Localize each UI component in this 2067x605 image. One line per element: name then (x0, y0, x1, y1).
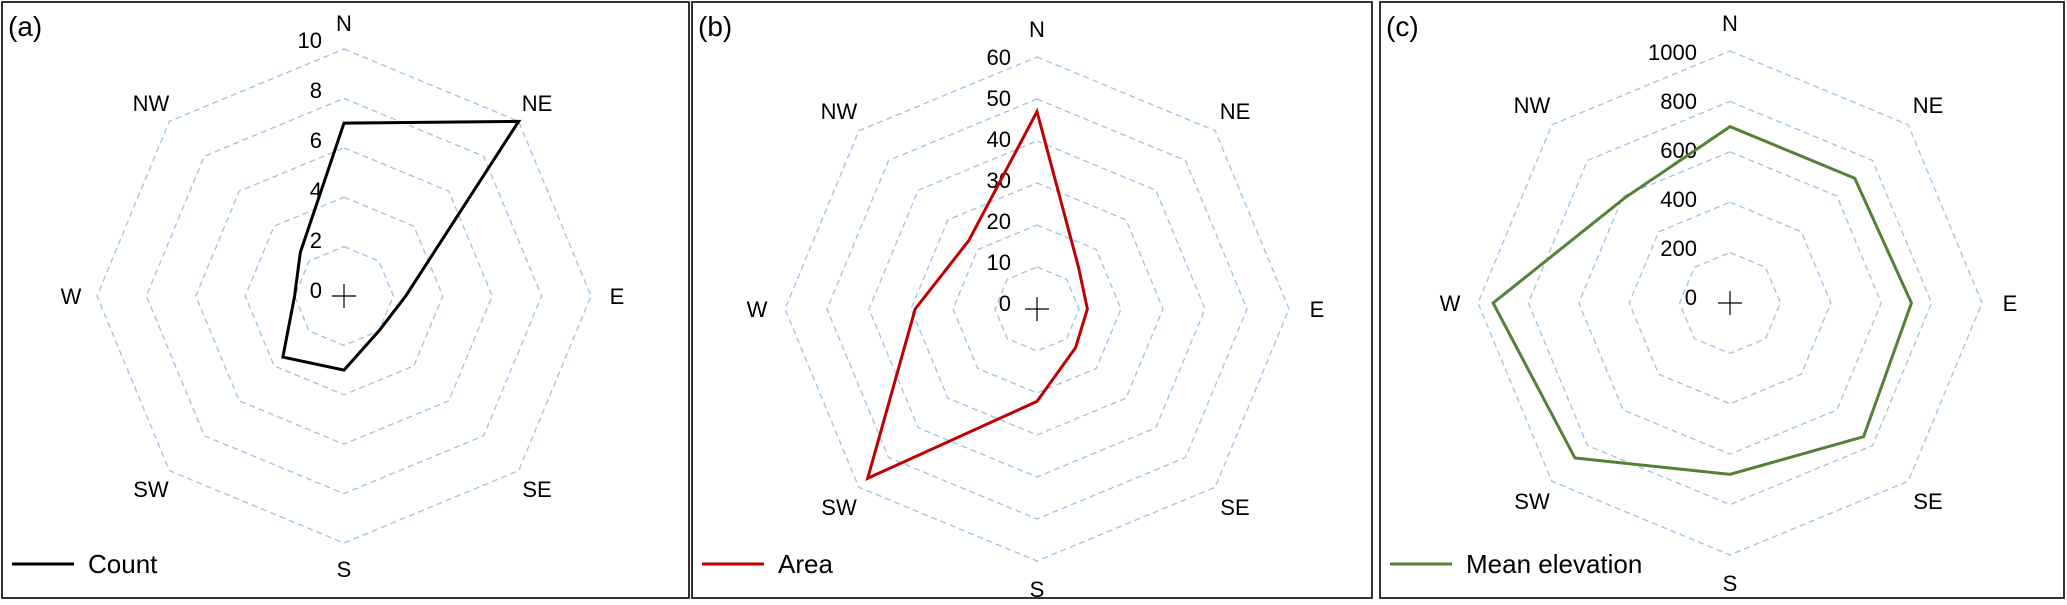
tick-label: 40 (987, 127, 1011, 152)
category-label: N (1722, 11, 1738, 36)
category-label: SW (133, 477, 169, 502)
tick-label: 30 (987, 168, 1011, 193)
category-label: S (337, 557, 352, 582)
tick-label: 1000 (1648, 40, 1697, 65)
tick-label: 200 (1660, 236, 1697, 261)
series-line (1493, 127, 1911, 475)
legend-label: Mean elevation (1466, 549, 1642, 579)
tick-label: 800 (1660, 89, 1697, 114)
panel-frame (2, 2, 689, 598)
category-label: E (2003, 291, 2018, 316)
legend-label: Count (88, 549, 158, 579)
category-label: NW (821, 99, 858, 124)
panel-label: (c) (1386, 11, 1419, 42)
panel-label: (a) (8, 11, 42, 42)
category-label: W (61, 284, 82, 309)
category-label: NE (522, 91, 553, 116)
panel-label: (b) (698, 11, 732, 42)
category-label: N (1029, 17, 1045, 42)
tick-label: 10 (298, 28, 322, 53)
radar-panel-c: (c) N NE E SE S SW W NW 0 200 400 600 800 1000 Mean ele… (1380, 2, 2064, 598)
tick-label: 60 (987, 45, 1011, 70)
category-label: SW (821, 495, 857, 520)
category-label: NE (1913, 93, 1944, 118)
category-label: SW (1514, 489, 1550, 514)
category-label: S (1030, 577, 1045, 600)
tick-label: 50 (987, 86, 1011, 111)
tick-label: 400 (1660, 187, 1697, 212)
panel-frame (1380, 2, 2064, 598)
category-label: N (336, 11, 352, 36)
category-label: NE (1220, 99, 1251, 124)
legend-label: Area (778, 549, 833, 579)
category-label: NW (133, 91, 170, 116)
tick-label: 10 (987, 250, 1011, 275)
tick-label: 600 (1660, 138, 1697, 163)
tick-label: 8 (310, 78, 322, 103)
category-label: NW (1514, 93, 1551, 118)
category-label: E (1310, 297, 1325, 322)
category-label: W (747, 297, 768, 322)
category-label: S (1723, 571, 1738, 596)
tick-label: 20 (987, 209, 1011, 234)
category-label: E (610, 284, 625, 309)
tick-label: 0 (999, 291, 1011, 316)
panel-frame (692, 2, 1372, 598)
series-line (868, 112, 1088, 479)
radar-panel-b: (b) N NE E SE S SW W NW 0 10 20 30 40 50 60 Area (692, 2, 1372, 600)
category-label: SE (1220, 495, 1249, 520)
category-label: SE (522, 477, 551, 502)
tick-label: 6 (310, 128, 322, 153)
category-label: SE (1913, 489, 1942, 514)
tick-label: 0 (1685, 285, 1697, 310)
category-label: W (1440, 291, 1461, 316)
tick-label: 0 (310, 278, 322, 303)
tick-label: 2 (310, 228, 322, 253)
